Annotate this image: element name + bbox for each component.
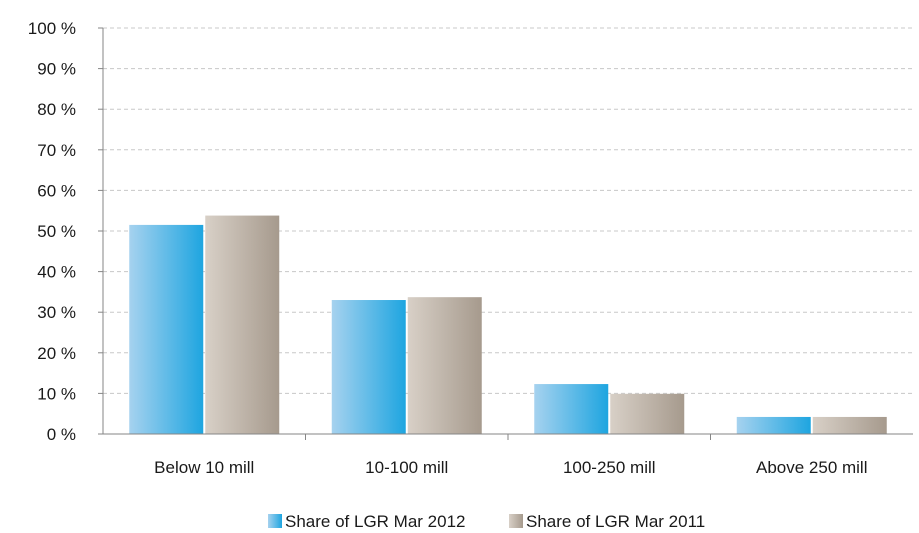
y-tick-label: 80 % xyxy=(37,100,76,119)
bars xyxy=(129,215,887,434)
x-tick-labels: Below 10 mill 10-100 mill 100-250 mill Abov… xyxy=(154,458,867,477)
y-tick-label: 0 % xyxy=(47,425,76,444)
y-tick-label: 20 % xyxy=(37,344,76,363)
y-tick-label: 100 % xyxy=(28,19,76,38)
y-tick-label: 90 % xyxy=(37,60,76,79)
legend-label-1: Share of LGR Mar 2011 xyxy=(526,512,705,531)
y-tick-label: 60 % xyxy=(37,181,76,200)
bar-2011-1 xyxy=(407,297,482,434)
y-tick-label: 40 % xyxy=(37,263,76,282)
axes xyxy=(98,27,913,440)
x-tick-label: Above 250 mill xyxy=(756,458,868,477)
x-tick-label: 10-100 mill xyxy=(365,458,448,477)
bar-2012-2 xyxy=(534,384,609,434)
bar-2012-0 xyxy=(129,224,204,434)
y-tick-label: 30 % xyxy=(37,303,76,322)
bar-2012-1 xyxy=(331,300,406,434)
y-tick-label: 70 % xyxy=(37,141,76,160)
bar-2012-3 xyxy=(736,416,811,434)
y-tick-labels: 0 % 10 % 20 % 30 % 40 % 50 % 60 % 70 % 80 % 90 % 1… xyxy=(28,19,76,444)
bar-2011-2 xyxy=(610,393,685,434)
legend-swatch-0 xyxy=(268,514,282,528)
x-tick-label: Below 10 mill xyxy=(154,458,254,477)
y-tick-label: 50 % xyxy=(37,222,76,241)
legend-swatch-1 xyxy=(509,514,523,528)
y-tick-label: 10 % xyxy=(37,384,76,403)
bar-2011-3 xyxy=(812,416,887,434)
legend-label-0: Share of LGR Mar 2012 xyxy=(285,512,465,531)
bar-2011-0 xyxy=(205,215,280,434)
x-tick-label: 100-250 mill xyxy=(563,458,656,477)
legend: Share of LGR Mar 2012 Share of LGR Mar 20… xyxy=(268,512,705,531)
